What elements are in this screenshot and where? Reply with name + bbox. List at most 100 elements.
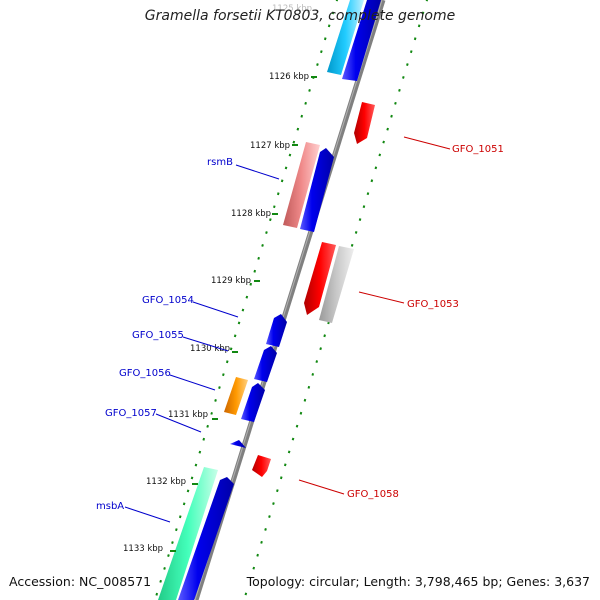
tick-dot	[237, 321, 241, 325]
tick-dot	[378, 153, 382, 157]
label-GFO_1054[interactable]: GFO_1054	[142, 295, 239, 318]
tick-dot	[210, 411, 213, 415]
tick-dot	[311, 373, 315, 376]
tick-dot	[308, 89, 311, 92]
tick-dot	[264, 528, 267, 531]
tick-dot	[229, 347, 233, 351]
gene-GFO_1054	[266, 314, 287, 347]
tick-dot	[198, 450, 202, 454]
leader-line	[403, 136, 451, 150]
leader-line	[192, 301, 239, 318]
accession-text: Accession: NC_008571	[9, 574, 152, 589]
gene-label-GFO_1051[interactable]: GFO_1051	[452, 144, 504, 155]
tick-dot	[163, 567, 166, 570]
gene-label-rsmB[interactable]: rsmB	[207, 157, 233, 168]
label-GFO_1053[interactable]: GFO_1053	[358, 291, 459, 310]
feature-gray-1053	[319, 246, 354, 323]
tick-dot	[417, 24, 421, 28]
tick-dot	[327, 24, 331, 28]
feature-blue-msbA	[178, 477, 234, 600]
gene-GFO_1055	[254, 346, 277, 382]
tick-dot	[206, 424, 209, 428]
tick-dot	[406, 63, 409, 66]
tick-dot	[252, 566, 256, 570]
tick-1128: 1128 kbp	[231, 209, 278, 219]
gene-label-GFO_1056[interactable]: GFO_1056	[119, 368, 171, 379]
tick-dot	[257, 256, 260, 260]
label-GFO_1057[interactable]: GFO_1057	[105, 408, 202, 433]
kbp-ticks: 1125 kbp 1126 kbp 1127 kbp 1128 kbp 1129…	[123, 4, 317, 554]
gene-label-GFO_1053[interactable]: GFO_1053	[407, 299, 459, 310]
label-msbA[interactable]: msbA	[96, 501, 171, 523]
tick-dot	[316, 63, 319, 66]
tick-dot	[299, 411, 303, 415]
gene-label-GFO_1055[interactable]: GFO_1055	[132, 330, 184, 341]
feature-cyan-1125	[327, 0, 364, 75]
gene-label-GFO_1054[interactable]: GFO_1054	[142, 295, 194, 306]
tick-dot	[214, 399, 217, 402]
tick-dot	[295, 424, 299, 428]
gene-label-GFO_1058[interactable]: GFO_1058	[347, 489, 399, 500]
tick-dot	[159, 579, 162, 583]
tick-dot	[304, 101, 307, 105]
tick-dot	[425, 0, 429, 2]
tick-dot	[225, 360, 229, 364]
label-GFO_1051[interactable]: GFO_1051	[403, 136, 504, 155]
tick-dot	[354, 231, 358, 234]
tick-dot	[287, 450, 291, 454]
tick-dot	[245, 295, 249, 299]
gene-GFO_1057	[230, 440, 246, 448]
tick-dot	[358, 218, 362, 221]
tick-dot	[182, 502, 186, 506]
tick-dot	[382, 140, 385, 144]
label-rsmB[interactable]: rsmB	[207, 157, 280, 180]
tick-dot	[386, 127, 389, 131]
tick-label-1128: 1128 kbp	[231, 209, 271, 219]
tick-dot	[175, 528, 178, 532]
tick-dot	[155, 592, 159, 596]
tick-1127: 1127 kbp	[250, 141, 298, 151]
tick-label-1133: 1133 kbp	[123, 544, 163, 554]
gene-label-msbA[interactable]: msbA	[96, 501, 124, 512]
gene-GFO_1051	[354, 102, 375, 144]
tick-dot	[300, 114, 304, 118]
tick-label-1130: 1130 kbp	[190, 344, 230, 354]
tick-1130: 1130 kbp	[190, 344, 238, 354]
gene-label-GFO_1057[interactable]: GFO_1057	[105, 408, 157, 419]
label-GFO_1055[interactable]: GFO_1055	[132, 330, 229, 352]
tick-dot	[409, 50, 413, 54]
tick-dot	[233, 334, 237, 338]
tick-dot	[279, 476, 283, 480]
leader-line	[358, 291, 405, 304]
tick-1129: 1129 kbp	[211, 276, 260, 286]
leader-line	[298, 479, 345, 495]
tick-dot	[244, 592, 248, 596]
inner-tick-track	[155, 0, 339, 596]
tick-1133: 1133 kbp	[123, 544, 176, 554]
label-GFO_1056[interactable]: GFO_1056	[119, 368, 216, 391]
tick-dot	[202, 437, 206, 441]
label-GFO_1058[interactable]: GFO_1058	[298, 479, 399, 500]
tick-dot	[331, 11, 335, 15]
gene-rsmB	[283, 142, 320, 228]
tick-dot	[370, 179, 374, 183]
tick-dot	[315, 360, 319, 363]
tick-dot	[280, 179, 284, 183]
tick-dot	[178, 515, 182, 519]
gene-msbA	[158, 467, 218, 600]
tick-dot	[241, 308, 245, 312]
tick-label-1127: 1127 kbp	[250, 141, 290, 151]
tick-dot	[319, 347, 322, 351]
tick-dot	[273, 205, 276, 209]
tick-dot	[362, 205, 366, 209]
gene-GFO_1058	[252, 455, 271, 477]
tick-dot	[218, 386, 221, 389]
leader-line	[155, 413, 202, 433]
tick-dot	[323, 334, 326, 338]
tick-dot	[265, 231, 268, 234]
gene-GFO_1056	[224, 377, 248, 415]
tick-dot	[190, 476, 194, 480]
tick-1125: 1125 kbp	[272, 4, 312, 14]
